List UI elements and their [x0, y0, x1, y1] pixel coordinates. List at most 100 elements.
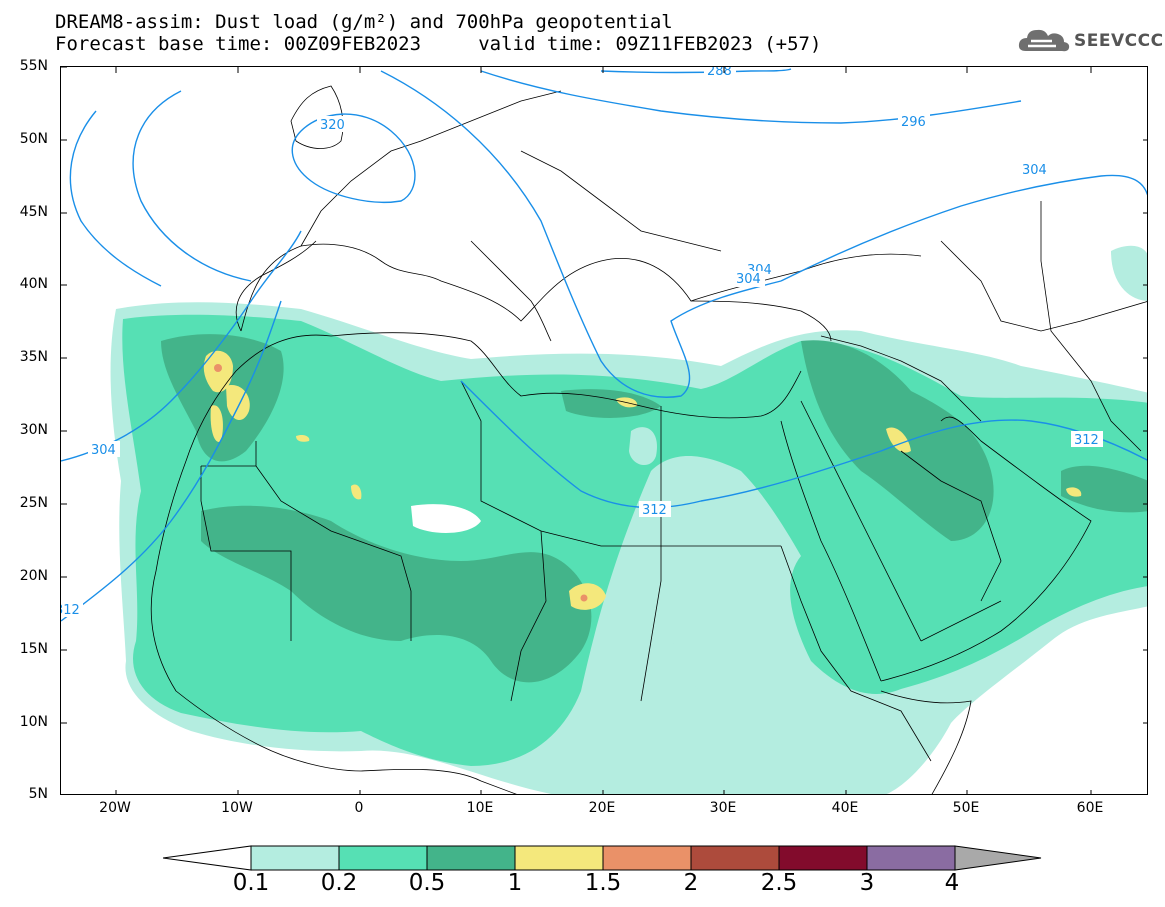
- dust-level-0-5-libya: [561, 389, 661, 418]
- map-title: DREAM8-assim: Dust load (g/m²) and 700hP…: [55, 11, 673, 33]
- contour-label-320: 320: [320, 118, 345, 133]
- border-sudan: [640, 545, 781, 702]
- contour-label-312-iran: 312: [1074, 433, 1099, 448]
- contour-304-east: [780, 174, 1147, 282]
- lat-ticks-left: [61, 67, 67, 724]
- contour-312-west: [61, 300, 282, 622]
- coastline-red-sea: [780, 400, 922, 682]
- lat-label-50n: 50N: [19, 131, 48, 147]
- dust-gap-sudan: [661, 548, 769, 711]
- colorbar-swatch-1: [514, 845, 604, 871]
- geopotential-contours: [61, 68, 1147, 622]
- lat-label-15n: 15N: [19, 641, 48, 657]
- colorbar-swatch-0-2: [338, 845, 428, 871]
- dust-level-1-5-chad: [580, 594, 588, 602]
- dust-gap-libya: [629, 427, 657, 466]
- dust-level-1-algeria-b: [296, 434, 310, 442]
- lon-label-30e: 30E: [709, 800, 737, 816]
- colorbar-swatch-2: [690, 845, 780, 871]
- coastline-italy: [470, 240, 552, 342]
- colorbar-swatch-0-1: [250, 845, 340, 871]
- colorbar-label-1-5: 1.5: [584, 870, 622, 896]
- dust-level-0-5-sahel: [201, 505, 592, 683]
- border-chad: [510, 530, 547, 702]
- contour-label-304-atlantic: 304: [91, 443, 116, 458]
- map-ticks: [61, 67, 1147, 794]
- forecast-times: Forecast base time: 00Z09FEB2023 valid t…: [55, 33, 822, 55]
- lat-label-35n: 35N: [19, 349, 48, 365]
- lon-label-60e: 60E: [1076, 800, 1104, 816]
- lon-ticks-bottom: [115, 790, 1092, 794]
- colorbar-label-2: 2: [683, 870, 699, 896]
- colorbar-label-1: 1: [507, 870, 523, 896]
- dust-level-1-morocco-c: [210, 405, 223, 442]
- country-borders: [150, 85, 1147, 794]
- lon-label-10w: 10W: [221, 800, 253, 816]
- border-middle-east: [820, 240, 1147, 422]
- contour-312-main: [460, 380, 1147, 509]
- colorbar-label-4: 4: [944, 870, 960, 896]
- contour-288: [600, 68, 792, 74]
- coastline-north-africa: [185, 332, 802, 462]
- border-iran: [1040, 201, 1142, 452]
- lat-label-5n: 5N: [28, 786, 48, 802]
- contour-label-304-turkey: 304: [736, 272, 761, 287]
- lat-label-10n: 10N: [19, 714, 48, 730]
- contour-296: [480, 70, 1022, 124]
- colorbar: [163, 845, 1042, 871]
- seevccc-logo: SEEVCCC: [1018, 26, 1164, 56]
- lat-label-20n: 20N: [19, 568, 48, 584]
- colorbar-over-arrow: [954, 845, 1042, 871]
- border-europe-a: [300, 90, 562, 247]
- lat-label-25n: 25N: [19, 495, 48, 511]
- colorbar-under-arrow: [163, 845, 252, 871]
- coastline-west-africa: [150, 460, 517, 794]
- dust-level-0-1-east: [1111, 245, 1147, 301]
- colorbar-swatch-1-5: [602, 845, 692, 871]
- lon-label-40e: 40E: [831, 800, 859, 816]
- lat-label-30n: 30N: [19, 422, 48, 438]
- coastline-uk: [290, 85, 344, 149]
- contour-label-312-west: 312: [61, 603, 80, 618]
- border-saudi: [900, 450, 1002, 642]
- coastline-arabia: [880, 416, 1092, 682]
- dust-gap-sahara: [411, 504, 481, 533]
- dust-level-1-5-morocco: [214, 364, 222, 372]
- lon-label-10e: 10E: [466, 800, 494, 816]
- logo-text: SEEVCCC: [1074, 31, 1164, 51]
- contour-304-west: [61, 230, 302, 462]
- colorbar-swatch-2-5: [778, 845, 868, 871]
- dust-level-1-algeria: [351, 484, 362, 500]
- colorbar-label-0-1: 0.1: [232, 870, 270, 896]
- contour-west-loop: [132, 90, 252, 282]
- coastline-iberia: [235, 240, 317, 332]
- cloud-icon: [1018, 29, 1070, 52]
- colorbar-label-2-5: 2.5: [760, 870, 798, 896]
- border-europe-b: [520, 150, 722, 252]
- colorbar-swatch-3: [866, 845, 956, 871]
- dust-shading: [110, 245, 1147, 794]
- dust-level-1-oman: [1066, 487, 1082, 497]
- lat-ticks-right: [1143, 139, 1147, 724]
- coastline-horn-africa: [880, 690, 972, 794]
- lon-label-50e: 50E: [952, 800, 980, 816]
- lat-label-40n: 40N: [19, 276, 48, 292]
- lon-label-20e: 20E: [588, 800, 616, 816]
- dust-level-0-5-morocco: [161, 334, 284, 462]
- lat-label-45n: 45N: [19, 204, 48, 220]
- border-mauritania: [200, 465, 292, 641]
- contour-320: [291, 113, 416, 203]
- dust-level-1-iraq: [886, 427, 911, 453]
- contour-label-288: 288: [707, 67, 732, 79]
- contour-304-central: [380, 70, 782, 398]
- border-ethiopia: [780, 545, 932, 762]
- lat-label-55n: 55N: [19, 58, 48, 74]
- lon-label-0: 0: [354, 800, 364, 816]
- lon-ticks-top: [115, 67, 1092, 73]
- contour-label-304-ne: 304: [1022, 163, 1047, 178]
- contour-labels: 288 296 304 304 304 304 312 312 312 320: [61, 67, 1103, 618]
- contour-label-312-egypt: 312: [642, 503, 667, 518]
- dust-level-0-5-gulf: [1061, 465, 1147, 513]
- lon-label-20w: 20W: [99, 800, 131, 816]
- dust-load-map: 288 296 304 304 304 304 312 312 312 320: [60, 66, 1148, 795]
